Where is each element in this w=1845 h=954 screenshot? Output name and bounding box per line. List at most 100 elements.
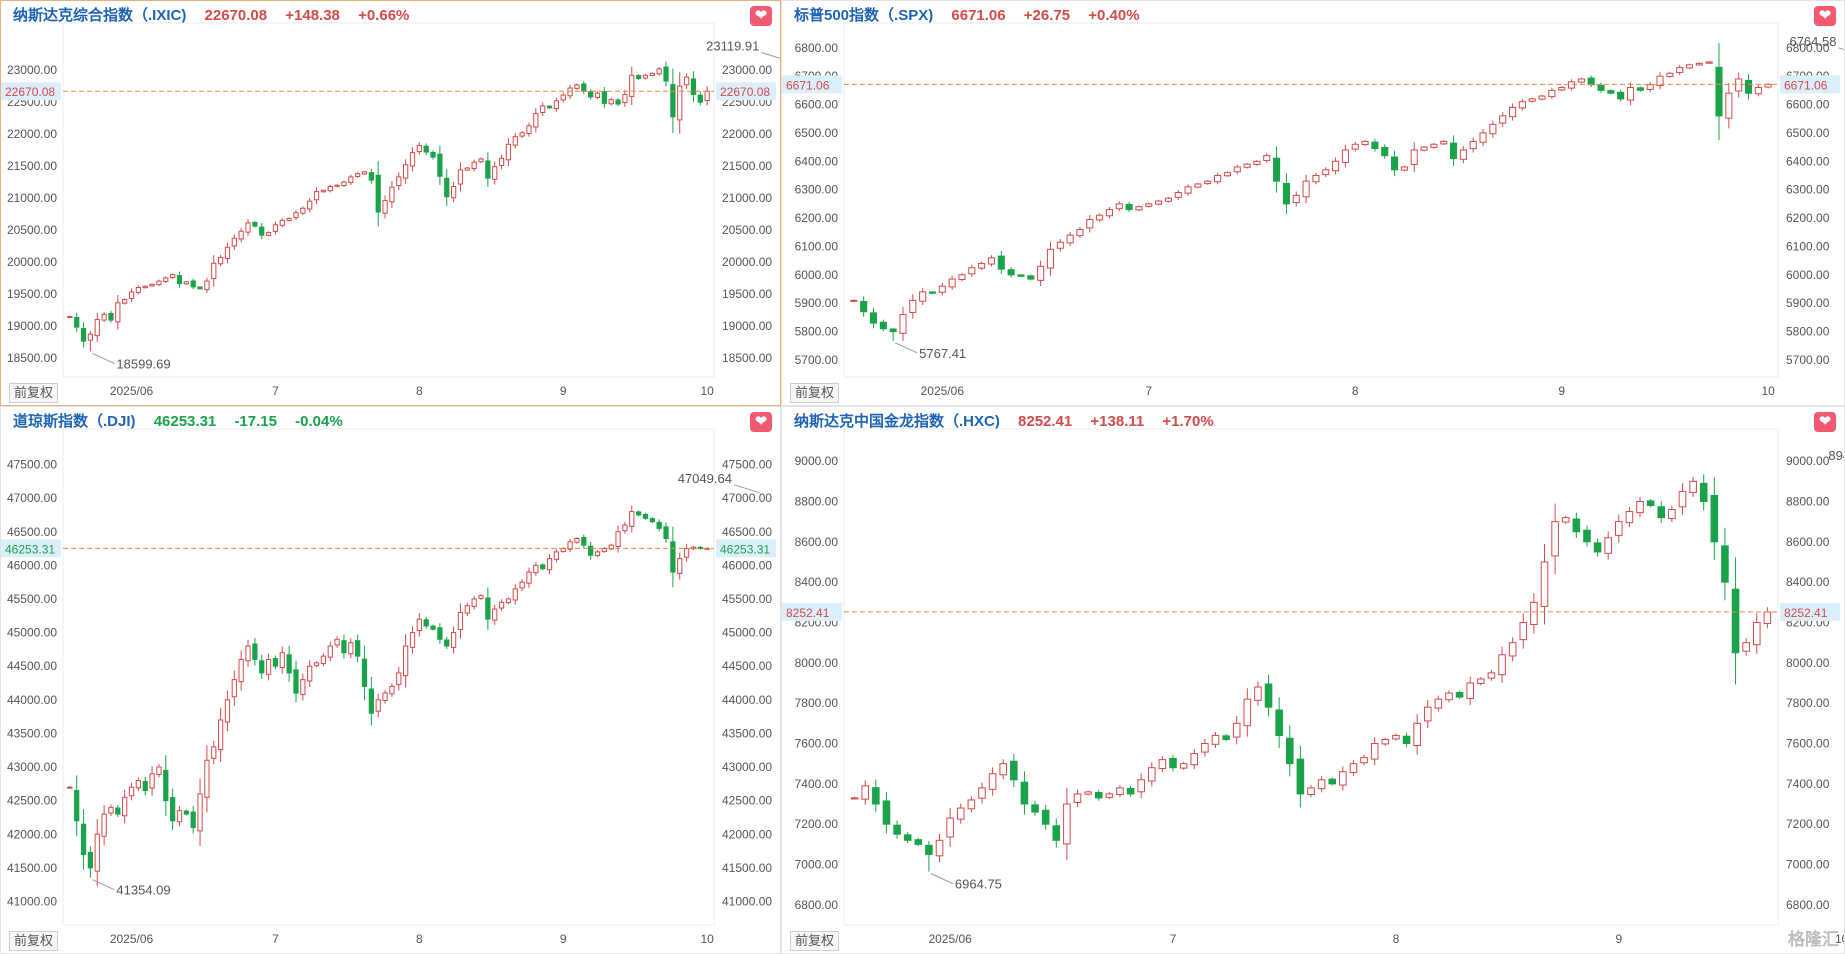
candle-body[interactable]: [115, 807, 121, 815]
candle-body[interactable]: [382, 692, 388, 701]
candle-body[interactable]: [1148, 767, 1156, 782]
candle-body[interactable]: [1063, 803, 1071, 845]
candle-body[interactable]: [1450, 142, 1458, 159]
candle-body[interactable]: [1577, 78, 1585, 83]
candlestick-chart[interactable]: 6800.00 6800.00 7000.00 7000.00 7200.00 7200.…: [782, 407, 1844, 953]
candle-body[interactable]: [656, 68, 662, 75]
candle-body[interactable]: [272, 224, 279, 232]
candle-body[interactable]: [1105, 793, 1114, 798]
candle-body[interactable]: [163, 769, 169, 802]
candle-body[interactable]: [1263, 155, 1271, 161]
candle-body[interactable]: [1126, 787, 1135, 795]
candle-body[interactable]: [416, 618, 422, 632]
candle-body[interactable]: [1174, 192, 1182, 198]
candle-body[interactable]: [464, 605, 470, 614]
candle-body[interactable]: [183, 281, 189, 285]
candle-body[interactable]: [1518, 101, 1526, 109]
candle-body[interactable]: [588, 91, 594, 98]
candle-body[interactable]: [464, 167, 470, 171]
candle-body[interactable]: [1233, 166, 1241, 173]
candle-body[interactable]: [1678, 490, 1687, 508]
candle-body[interactable]: [197, 286, 203, 290]
candle-body[interactable]: [946, 817, 954, 838]
candle-body[interactable]: [850, 797, 859, 800]
candle-body[interactable]: [1096, 214, 1104, 221]
candle-body[interactable]: [1285, 737, 1294, 765]
candle-body[interactable]: [396, 672, 402, 685]
candle-body[interactable]: [978, 262, 986, 269]
candle-body[interactable]: [987, 257, 996, 265]
candle-body[interactable]: [1567, 81, 1576, 89]
candle-body[interactable]: [80, 328, 87, 342]
candle-body[interactable]: [997, 255, 1005, 270]
candle-body[interactable]: [128, 291, 135, 299]
candle-body[interactable]: [430, 625, 436, 630]
candle-body[interactable]: [272, 657, 279, 667]
candle-body[interactable]: [300, 207, 306, 214]
candle-body[interactable]: [190, 280, 196, 288]
candle-body[interactable]: [1155, 200, 1163, 205]
candle-body[interactable]: [341, 181, 347, 187]
candle-body[interactable]: [1084, 791, 1092, 795]
candle-body[interactable]: [1145, 203, 1153, 207]
candle-body[interactable]: [938, 285, 946, 293]
candle-body[interactable]: [608, 99, 614, 105]
candle-body[interactable]: [320, 189, 327, 193]
candle-body[interactable]: [1626, 87, 1635, 101]
candle-body[interactable]: [1194, 183, 1202, 188]
candle-body[interactable]: [170, 274, 176, 278]
candle-body[interactable]: [1530, 601, 1538, 626]
candle-body[interactable]: [457, 611, 464, 631]
candle-body[interactable]: [375, 699, 381, 712]
candle-body[interactable]: [409, 632, 416, 648]
price-adjust-button[interactable]: 前复权: [9, 383, 59, 403]
candle-body[interactable]: [355, 173, 361, 177]
candle-body[interactable]: [1636, 87, 1644, 91]
candle-body[interactable]: [1341, 149, 1349, 163]
candle-body[interactable]: [279, 219, 285, 226]
candle-body[interactable]: [1477, 678, 1485, 684]
candle-body[interactable]: [1479, 132, 1487, 143]
candle-body[interactable]: [560, 548, 566, 552]
candle-body[interactable]: [1041, 809, 1050, 825]
candle-body[interactable]: [1312, 174, 1320, 183]
candle-body[interactable]: [533, 113, 539, 128]
candle-body[interactable]: [1264, 683, 1273, 708]
candle-body[interactable]: [1020, 781, 1029, 805]
candle-body[interactable]: [1349, 763, 1358, 774]
candle-body[interactable]: [382, 200, 388, 214]
candle-body[interactable]: [313, 191, 320, 201]
candle-body[interactable]: [245, 645, 251, 662]
candle-body[interactable]: [485, 597, 491, 620]
candle-body[interactable]: [211, 746, 217, 759]
candle-body[interactable]: [1646, 500, 1655, 507]
candle-body[interactable]: [1190, 753, 1199, 766]
candle-body[interactable]: [1017, 274, 1025, 277]
candle-body[interactable]: [899, 314, 907, 334]
index-name[interactable]: 标普500指数（.SPX): [794, 7, 934, 24]
candle-body[interactable]: [1617, 91, 1625, 100]
candle-body[interactable]: [1322, 169, 1330, 176]
candle-body[interactable]: [967, 799, 976, 810]
candle-body[interactable]: [1402, 735, 1411, 744]
candle-body[interactable]: [670, 84, 676, 118]
candle-body[interactable]: [540, 564, 546, 570]
candle-body[interactable]: [914, 839, 923, 845]
candle-body[interactable]: [594, 551, 601, 557]
candle-body[interactable]: [1695, 62, 1703, 66]
candle-body[interactable]: [122, 796, 128, 817]
candle-body[interactable]: [348, 176, 354, 184]
candle-body[interactable]: [526, 125, 532, 135]
candle-body[interactable]: [935, 839, 944, 857]
candle-body[interactable]: [622, 524, 628, 532]
candle-body[interactable]: [683, 76, 690, 86]
candle-body[interactable]: [1201, 743, 1209, 753]
candlestick-chart[interactable]: 5700.00 5700.00 5800.00 5800.00 5900.00 5900.…: [782, 1, 1844, 405]
candle-body[interactable]: [423, 619, 429, 627]
candle-body[interactable]: [594, 92, 601, 98]
candle-body[interactable]: [1551, 521, 1559, 557]
candle-body[interactable]: [1466, 682, 1474, 700]
candle-body[interactable]: [850, 299, 858, 302]
candle-body[interactable]: [1615, 521, 1623, 536]
candle-body[interactable]: [1254, 686, 1262, 701]
